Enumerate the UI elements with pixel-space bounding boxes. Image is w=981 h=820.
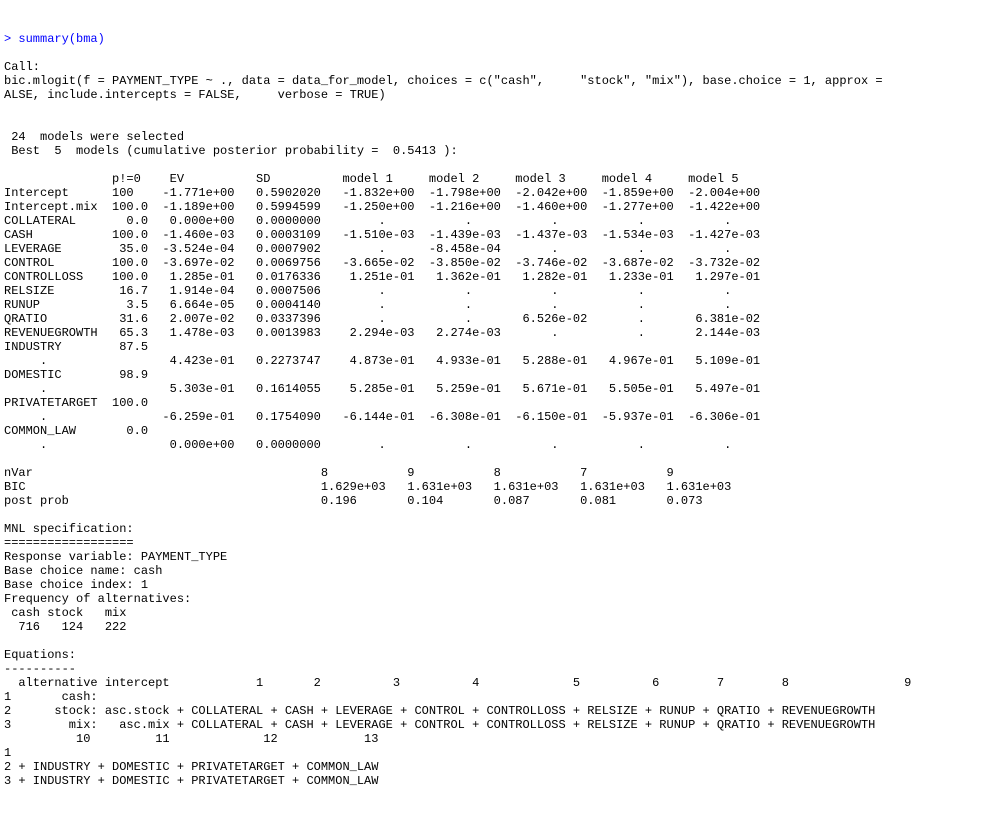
row-relsize: RELSIZE 16.7 1.914e-04 0.0007506 . . . .… — [4, 284, 760, 298]
row-cash: CASH 100.0 -1.460e-03 0.0003109 -1.510e-… — [4, 228, 760, 242]
stat-nvar: nVar 8 9 8 7 9 — [4, 466, 731, 480]
stat-postprob: post prob 0.196 0.104 0.087 0.081 0.073 — [4, 494, 731, 508]
eq-cont-2: 2 + INDUSTRY + DOMESTIC + PRIVATETARGET … — [4, 760, 378, 774]
row-common-law: COMMON_LAW 0.0 — [4, 424, 767, 438]
prompt-char: > — [4, 32, 11, 46]
base-choice-name: Base choice name: cash — [4, 564, 162, 578]
row-control: CONTROL 100.0 -3.697e-02 0.0069756 -3.66… — [4, 256, 760, 270]
freq-header: Frequency of alternatives: — [4, 592, 191, 606]
models-selected: 24 models were selected — [4, 130, 184, 144]
table-header: p!=0 EV SD model 1 model 2 model 3 model… — [4, 172, 739, 186]
call-line-1: bic.mlogit(f = PAYMENT_TYPE ~ ., data = … — [4, 74, 883, 88]
eq-cont-header: 10 11 12 13 — [4, 732, 378, 746]
row-revenuegrowth: REVENUEGROWTH 65.3 1.478e-03 0.0013983 2… — [4, 326, 760, 340]
equations-underline: ---------- — [4, 662, 76, 676]
freq-labels: cash stock mix — [4, 606, 126, 620]
eq-3: 3 mix: asc.mix + COLLATERAL + CASH + LEV… — [4, 718, 875, 732]
row-runup: RUNUP 3.5 6.664e-05 0.0004140 . . . . . — [4, 298, 760, 312]
row-privatetarget-2: . -6.259e-01 0.1754090 -6.144e-01 -6.308… — [4, 410, 760, 424]
stat-bic: BIC 1.629e+03 1.631e+03 1.631e+03 1.631e… — [4, 480, 731, 494]
row-intercept-mix: Intercept.mix 100.0 -1.189e+00 0.5994599… — [4, 200, 760, 214]
row-domestic-2: . 5.303e-01 0.1614055 5.285e-01 5.259e-0… — [4, 382, 760, 396]
call-line-2: ALSE, include.intercepts = FALSE, verbos… — [4, 88, 386, 102]
mnl-header: MNL specification: — [4, 522, 134, 536]
eq-cont-1: 1 — [4, 746, 11, 760]
response-var: Response variable: PAYMENT_TYPE — [4, 550, 227, 564]
call-header: Call: — [4, 60, 40, 74]
row-domestic: DOMESTIC 98.9 — [4, 368, 767, 382]
row-leverage: LEVERAGE 35.0 -3.524e-04 0.0007902 . -8.… — [4, 242, 760, 256]
row-intercept: Intercept 100 -1.771e+00 0.5902020 -1.83… — [4, 186, 760, 200]
base-choice-index: Base choice index: 1 — [4, 578, 148, 592]
row-qratio: QRATIO 31.6 2.007e-02 0.0337396 . . 6.52… — [4, 312, 760, 326]
row-controlloss: CONTROLLOSS 100.0 1.285e-01 0.0176336 1.… — [4, 270, 760, 284]
best-models: Best 5 models (cumulative posterior prob… — [4, 144, 458, 158]
equations-header: Equations: — [4, 648, 76, 662]
eq-header: alternative intercept 1 2 3 4 5 6 7 8 9 — [4, 676, 911, 690]
row-common-law-2: . 0.000e+00 0.0000000 . . . . . — [4, 438, 760, 452]
row-industry-2: . 4.423e-01 0.2273747 4.873e-01 4.933e-0… — [4, 354, 760, 368]
command-text: summary(bma) — [18, 32, 104, 46]
eq-cont-3: 3 + INDUSTRY + DOMESTIC + PRIVATETARGET … — [4, 774, 378, 788]
mnl-underline: ================== — [4, 536, 134, 550]
freq-values: 716 124 222 — [4, 620, 126, 634]
eq-2: 2 stock: asc.stock + COLLATERAL + CASH +… — [4, 704, 875, 718]
console-output: > summary(bma) Call: bic.mlogit(f = PAYM… — [4, 32, 911, 788]
eq-1: 1 cash: — [4, 690, 98, 704]
row-industry: INDUSTRY 87.5 — [4, 340, 767, 354]
row-collateral: COLLATERAL 0.0 0.000e+00 0.0000000 . . .… — [4, 214, 760, 228]
row-privatetarget: PRIVATETARGET 100.0 — [4, 396, 767, 410]
